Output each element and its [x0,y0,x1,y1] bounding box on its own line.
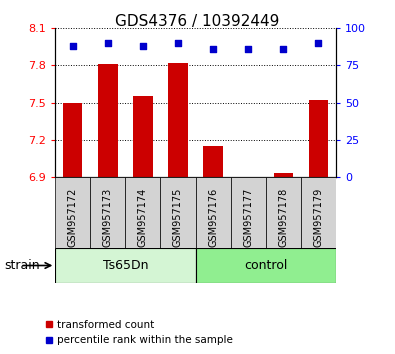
Point [105,40,111,46]
Text: GDS4376 / 10392449: GDS4376 / 10392449 [115,14,280,29]
Bar [196,177,231,248]
Bar [273,173,293,177]
Point [70,43,76,49]
Text: GSM957179: GSM957179 [313,188,323,247]
Point [175,40,181,46]
Text: GSM957172: GSM957172 [68,188,78,247]
Bar [265,177,301,248]
Text: GSM957177: GSM957177 [243,188,253,247]
Bar [308,100,328,177]
Point [315,40,322,46]
Bar [203,146,223,177]
Text: Ts65Dn: Ts65Dn [103,259,148,272]
Bar [301,177,336,248]
Text: GSM957174: GSM957174 [138,188,148,247]
Text: GSM957175: GSM957175 [173,188,183,247]
Text: GSM957173: GSM957173 [103,188,113,247]
Bar [63,103,83,177]
Legend: transformed count, percentile rank within the sample: transformed count, percentile rank withi… [45,320,233,345]
Bar [168,63,188,177]
Bar [55,248,196,283]
Bar [231,177,265,248]
Bar [133,96,152,177]
Point [210,46,216,52]
Text: GSM957176: GSM957176 [208,188,218,247]
Point [245,46,251,52]
Text: control: control [244,259,287,272]
Bar [126,177,160,248]
Point [140,43,146,49]
Bar [160,177,196,248]
Text: strain: strain [4,259,40,272]
Bar [98,64,118,177]
Bar [90,177,126,248]
Point [280,46,286,52]
Text: GSM957178: GSM957178 [278,188,288,247]
Bar [196,248,336,283]
Bar [55,177,90,248]
